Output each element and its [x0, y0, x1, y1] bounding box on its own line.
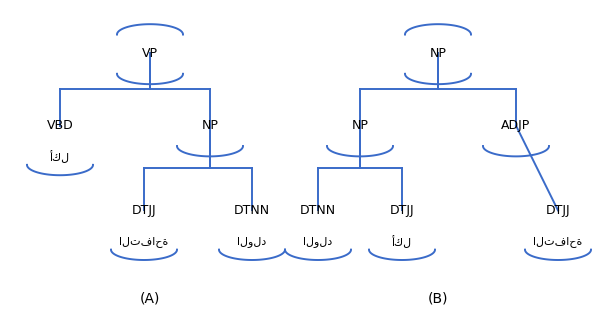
- Text: ADJP: ADJP: [502, 119, 530, 132]
- Text: VP: VP: [142, 47, 158, 60]
- Text: DTNN: DTNN: [300, 204, 336, 217]
- Text: التفاحة: التفاحة: [119, 236, 169, 247]
- Text: (A): (A): [140, 291, 160, 305]
- Text: الولد: الولد: [304, 236, 332, 247]
- Text: أكل: أكل: [50, 150, 70, 164]
- Text: (B): (B): [428, 291, 448, 305]
- Text: NP: NP: [352, 119, 368, 132]
- Text: الولد: الولد: [238, 236, 266, 247]
- Text: أكل: أكل: [392, 235, 412, 248]
- Text: NP: NP: [202, 119, 218, 132]
- Text: DTJJ: DTJJ: [131, 204, 157, 217]
- Text: NP: NP: [430, 47, 446, 60]
- Text: DTJJ: DTJJ: [545, 204, 571, 217]
- Text: DTNN: DTNN: [234, 204, 270, 217]
- Text: VBD: VBD: [47, 119, 73, 132]
- Text: DTJJ: DTJJ: [389, 204, 415, 217]
- Text: التفاحة: التفاحة: [533, 236, 583, 247]
